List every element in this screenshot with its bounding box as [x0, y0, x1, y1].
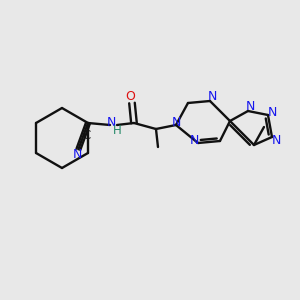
Text: N: N: [189, 134, 199, 148]
Text: N: N: [171, 116, 181, 130]
Text: O: O: [125, 89, 135, 103]
Text: N: N: [267, 106, 277, 119]
Text: N: N: [245, 100, 255, 113]
Text: N: N: [207, 91, 217, 103]
Text: N: N: [73, 148, 82, 161]
Text: C: C: [82, 129, 91, 142]
Text: N: N: [106, 116, 116, 130]
Text: H: H: [112, 124, 122, 136]
Text: N: N: [271, 134, 281, 148]
